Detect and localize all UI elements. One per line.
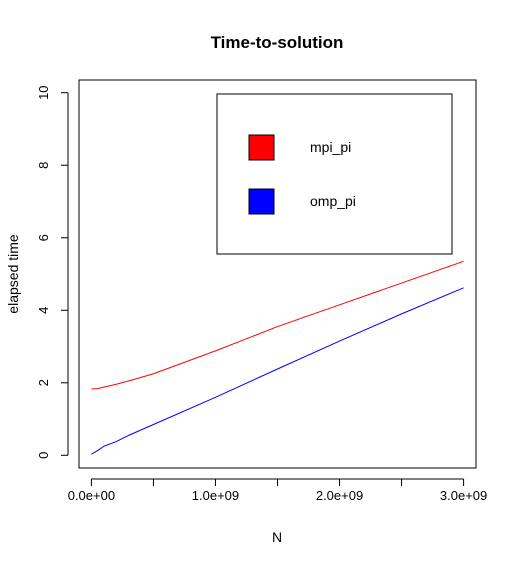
- y-axis-label: elapsed time: [5, 234, 21, 314]
- y-tick-label-2: 4: [36, 307, 51, 314]
- x-tick-label-6: 3.0e+09: [440, 488, 487, 503]
- legend-box: [216, 93, 453, 255]
- x-axis-label: N: [272, 529, 282, 545]
- legend-key-omp-pi: [248, 188, 275, 215]
- chart-title: Time-to-solution: [211, 33, 344, 52]
- x-tick-label-2: 1.0e+09: [192, 488, 239, 503]
- y-tick-label-4: 8: [36, 162, 51, 169]
- plot-frame: [78, 79, 477, 469]
- x-tick-label-0: 0.0e+00: [68, 488, 115, 503]
- y-tick-label-5: 10: [36, 85, 51, 99]
- legend-label-mpi-pi: mpi_pi: [310, 139, 351, 155]
- series-layer: [91, 260, 464, 455]
- series-line-omp-pi: [91, 287, 464, 455]
- series-line-mpi-pi: [91, 260, 464, 390]
- y-tick-label-3: 6: [36, 234, 51, 241]
- legend-label-omp-pi: omp_pi: [310, 193, 356, 209]
- legend-key-mpi-pi: [248, 134, 275, 161]
- y-tick-label-0: 0: [36, 452, 51, 459]
- x-axis: 0.0e+00 1.0e+09 2.0e+09 3.0e+09: [68, 478, 487, 503]
- x-tick-label-4: 2.0e+09: [316, 488, 363, 503]
- legend: mpi_pi omp_pi: [216, 93, 453, 255]
- y-axis: 0 2 4 6 8 10: [36, 85, 69, 459]
- y-tick-label-1: 2: [36, 379, 51, 386]
